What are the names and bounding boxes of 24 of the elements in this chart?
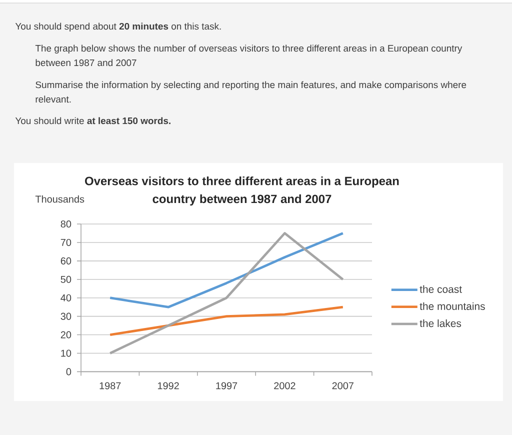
- line-series: [108, 232, 344, 308]
- text: You should write at least 150 words.: [15, 117, 170, 124]
- y-tick-label: 70: [60, 238, 72, 246]
- legend-label: the lakes: [420, 319, 462, 328]
- chart-title: Overseas visitors to three different areas in a European country between 1987 and 2007: [85, 176, 399, 206]
- y-tick-label: 20: [60, 331, 72, 338]
- y-tick-label: 50: [60, 276, 72, 283]
- x-tick-label: 1997: [216, 382, 238, 390]
- legend-label: the mountains: [420, 302, 485, 310]
- text: You should spend about 20 minutes on this task.: [15, 22, 221, 32]
- y-tick-label: 30: [60, 312, 72, 320]
- legend-label: the coast: [420, 285, 462, 293]
- x-tick-label: 2007: [332, 382, 354, 390]
- text: Summarise the information by selecting and reporting the main features, and make comparisons where relevant.: [36, 81, 466, 103]
- x-tick-label: 1987: [100, 382, 121, 390]
- y-tick-label: 0: [66, 368, 72, 376]
- y-tick-label: 60: [60, 257, 72, 264]
- x-tick-label: 2002: [274, 382, 296, 390]
- y-tick-label: 40: [60, 294, 72, 302]
- y-tick-label: 10: [61, 350, 72, 357]
- y-tick-label: 80: [60, 220, 72, 228]
- y-axis-title: Thousands: [35, 195, 84, 203]
- text: The graph below shows the number of overseas visitors to three different areas in a European country between 1987 and 2007: [35, 44, 462, 66]
- x-tick-label: 1992: [158, 382, 179, 390]
